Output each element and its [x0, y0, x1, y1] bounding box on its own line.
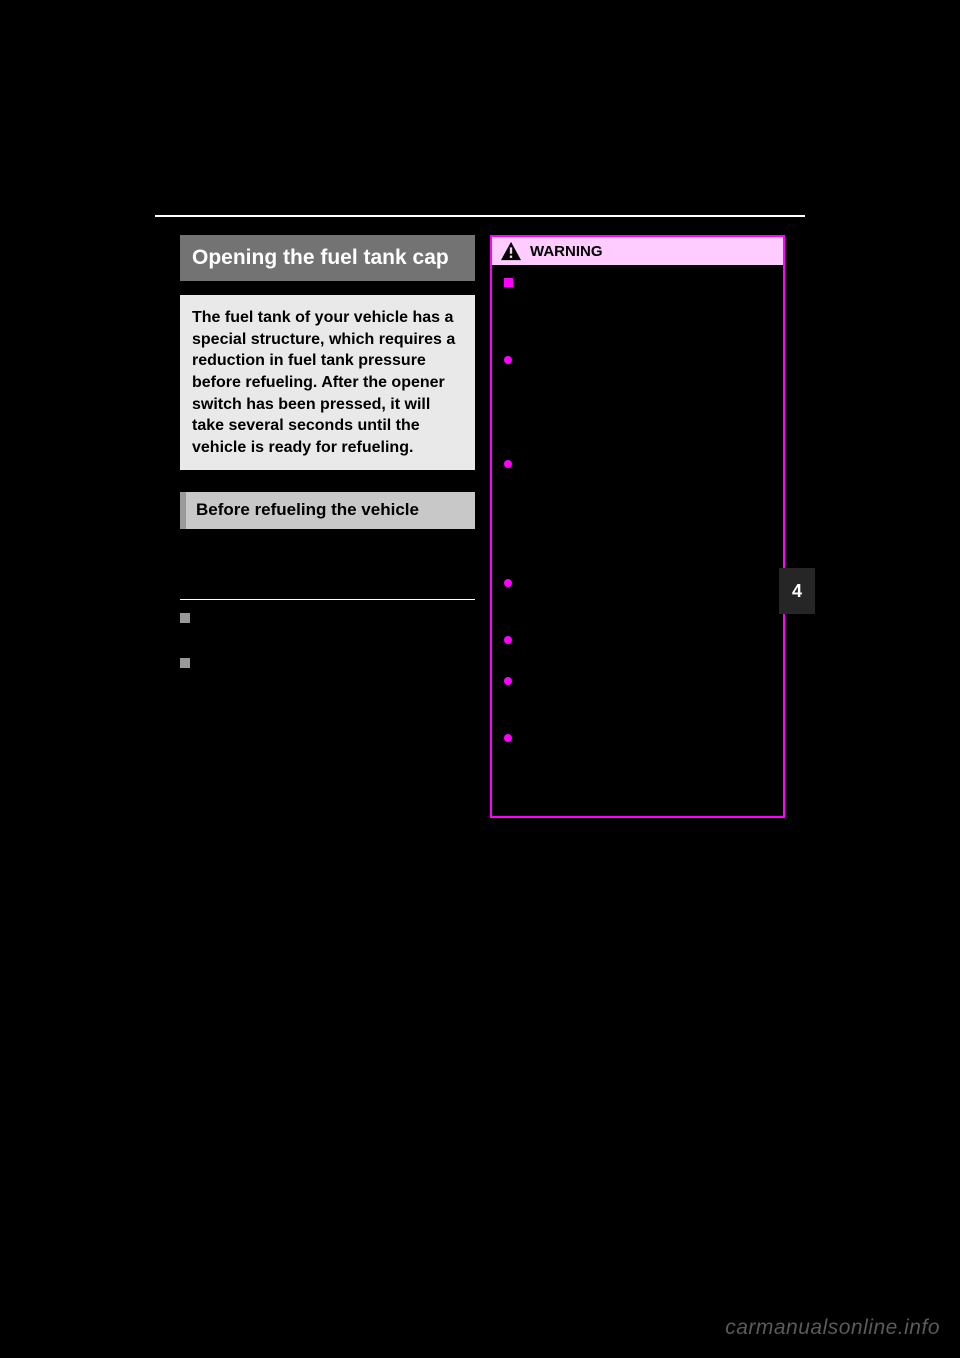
- section-body: ● Close all the doors and windows, and t…: [180, 543, 475, 581]
- warning-bullet-text: Do not inhale vaporized fuel. Fuel conta…: [520, 632, 771, 663]
- bullet-dot-icon: [504, 677, 512, 685]
- warning-bullet-text: After exiting the vehicle and before ope…: [520, 352, 771, 446]
- intro-paragraph: The fuel tank of your vehicle has a spec…: [180, 295, 475, 470]
- fuel-cap-text: To help prevent incorrect fueling, your …: [198, 675, 475, 745]
- bullet-dot-icon: [504, 460, 512, 468]
- warning-triangle-icon: [500, 241, 522, 261]
- fuel-types-label: Fuel types: [198, 610, 267, 626]
- warning-heading-row: When refueling the vehicle: [504, 275, 771, 291]
- warning-bullet: Do not smoke while refueling the vehicle…: [504, 673, 771, 720]
- right-column: WARNING When refueling the vehicle Obser…: [490, 235, 785, 818]
- warning-intro: Observe the following precautions while …: [521, 297, 771, 344]
- warning-box: WARNING When refueling the vehicle Obser…: [490, 235, 785, 818]
- section-heading: Before refueling the vehicle: [180, 492, 475, 528]
- warning-heading: When refueling the vehicle: [521, 275, 686, 291]
- fuel-types-row: Fuel types: [180, 610, 475, 626]
- watermark: carmanualsonline.info: [725, 1316, 940, 1340]
- warning-bullet: Do not return to the vehicle or touch an…: [504, 730, 771, 792]
- warning-bullet-text: Do not allow anyone that has not dischar…: [520, 575, 771, 622]
- warning-header: WARNING: [492, 237, 783, 265]
- fuel-cap-label: Fuel tank opening for unleaded gasoline: [198, 655, 466, 671]
- bullet-dot-icon: [504, 579, 512, 587]
- warning-bullet: Do not inhale vaporized fuel. Fuel conta…: [504, 632, 771, 663]
- chapter-tab: 4: [779, 568, 815, 614]
- page-number: 289: [768, 178, 795, 196]
- bullet-dot-icon: [504, 636, 512, 644]
- warning-bullet-text: Do not return to the vehicle or touch an…: [520, 730, 771, 792]
- warning-bullet: Do not allow anyone that has not dischar…: [504, 575, 771, 622]
- warning-bullet: Always hold the grips on the fuel tank c…: [504, 456, 771, 565]
- page-title: Opening the fuel tank cap: [180, 235, 475, 281]
- warning-bullet-text: Do not smoke while refueling the vehicle…: [520, 673, 771, 720]
- warning-square-icon: [504, 278, 513, 287]
- warning-body: When refueling the vehicle Observe the f…: [492, 265, 783, 816]
- bullet-dot-icon: [504, 356, 512, 364]
- square-bullet-icon: [180, 658, 190, 668]
- warning-bullet: After exiting the vehicle and before ope…: [504, 352, 771, 446]
- footer-code: RAV4 PHEV OM_USA_OM42E21U: [155, 1192, 313, 1203]
- header-breadcrumb: 4-4. Refueling: [270, 195, 357, 211]
- warning-bullet-text: Always hold the grips on the fuel tank c…: [520, 456, 771, 565]
- header-divider: [155, 215, 805, 217]
- fuel-cap-row: Fuel tank opening for unleaded gasoline: [180, 655, 475, 671]
- separator-line: [180, 599, 475, 600]
- fuel-types-ref: →P.565: [198, 630, 475, 645]
- left-column: Opening the fuel tank cap The fuel tank …: [180, 235, 475, 745]
- bullet-dot-icon: [504, 734, 512, 742]
- square-bullet-icon: [180, 613, 190, 623]
- warning-title: WARNING: [530, 243, 603, 260]
